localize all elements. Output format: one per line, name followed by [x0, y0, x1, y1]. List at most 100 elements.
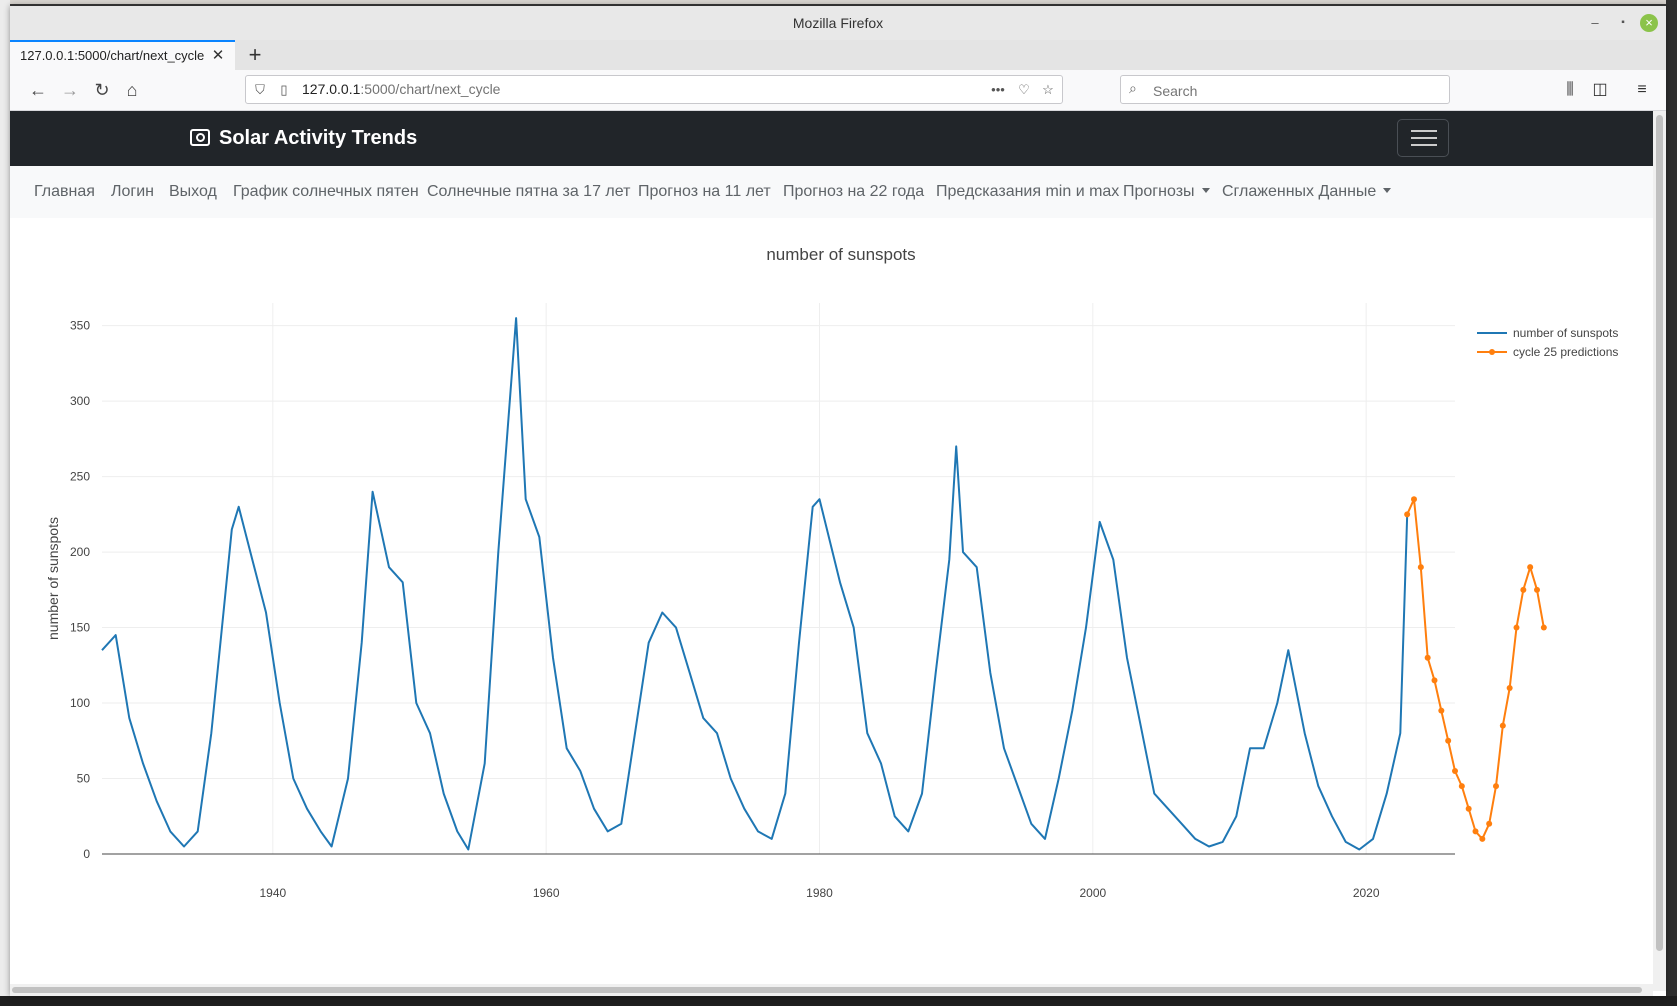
- y-axis-label: number of sunspots: [45, 517, 61, 640]
- navbar-toggler-button[interactable]: [1397, 119, 1449, 157]
- legend-label: number of sunspots: [1513, 326, 1618, 340]
- data-point: [1472, 828, 1479, 835]
- menu-item-sunspot-chart[interactable]: График солнечных пятен: [233, 183, 419, 200]
- window-title: Mozilla Firefox: [792, 15, 884, 31]
- legend-item: cycle 25 predictions: [1477, 345, 1618, 359]
- chart-legend[interactable]: number of sunspots cycle 25 predictions: [1477, 326, 1618, 359]
- data-point: [1499, 722, 1506, 729]
- menu-item-login[interactable]: Логин: [111, 183, 155, 200]
- url-bar[interactable]: ⛉ ▯ 127.0.0.1:5000/chart/next_cycle ••• …: [245, 75, 1063, 104]
- data-point: [1479, 835, 1486, 842]
- hamburger-menu-icon[interactable]: ≡: [1637, 81, 1647, 98]
- new-tab-icon[interactable]: +: [248, 42, 262, 67]
- menu-dropdown-smoothed-data-label: Сглаженных Данные: [1222, 183, 1377, 200]
- navigation-toolbar: ← → ↻ ⌂ ⛉ ▯ 127.0.0.1:5000/chart/next_cy…: [10, 70, 1666, 111]
- data-point: [1452, 767, 1458, 774]
- search-icon: ⌕: [1129, 80, 1137, 96]
- history-series: [101, 317, 1409, 851]
- browser-window: Mozilla Firefox – ▪ × 127.0.0.1:5000/cha…: [10, 6, 1666, 996]
- chart-title: number of sunspots: [766, 245, 915, 264]
- caret-down-icon: [1201, 188, 1210, 193]
- data-point: [1465, 805, 1472, 812]
- menu-dropdown-forecasts[interactable]: Прогнозы: [1123, 166, 1210, 218]
- close-window-icon[interactable]: ×: [1640, 14, 1658, 32]
- y-tick-label: 0: [83, 847, 90, 861]
- prediction-series: [1404, 496, 1547, 842]
- data-point: [1513, 624, 1520, 631]
- horizontal-scrollbar-thumb[interactable]: [12, 987, 1642, 993]
- vertical-scrollbar-thumb[interactable]: [1656, 115, 1663, 951]
- toggler-bar-icon: [1411, 144, 1437, 146]
- reload-icon[interactable]: ↻: [94, 80, 110, 100]
- legend-marker: [1489, 349, 1495, 355]
- data-point: [1486, 820, 1493, 827]
- data-point: [1534, 586, 1540, 593]
- chart-grid: [102, 303, 1455, 854]
- pocket-icon[interactable]: ♡: [1018, 82, 1030, 97]
- minimize-icon[interactable]: –: [1591, 15, 1599, 30]
- y-tick-label: 200: [70, 545, 90, 559]
- data-point: [1411, 496, 1417, 503]
- search-bar[interactable]: ⌕: [1120, 75, 1450, 104]
- y-tick-label: 250: [70, 470, 90, 484]
- library-icon[interactable]: ⫼: [1566, 81, 1574, 98]
- window-titlebar[interactable]: Mozilla Firefox – ▪ ×: [10, 6, 1666, 40]
- y-tick-label: 350: [70, 319, 90, 333]
- url-path: :5000/chart/next_cycle: [360, 81, 501, 97]
- y-tick-label: 100: [70, 696, 90, 710]
- url-text[interactable]: 127.0.0.1:5000/chart/next_cycle: [302, 76, 500, 103]
- sidebar-toggle-icon[interactable]: ◫: [1592, 81, 1608, 98]
- menu-item-17-years[interactable]: Солнечные пятна за 17 лет: [427, 183, 631, 200]
- brand-title: Solar Activity Trends: [219, 127, 418, 149]
- page-info-icon[interactable]: ▯: [280, 82, 288, 97]
- desktop-background-top: [0, 0, 1677, 4]
- menu-item-11-year-forecast[interactable]: Прогноз на 11 лет: [638, 183, 771, 200]
- url-host: 127.0.0.1: [302, 81, 361, 97]
- back-icon[interactable]: ←: [29, 80, 47, 100]
- home-icon[interactable]: ⌂: [126, 80, 138, 100]
- data-point: [1506, 684, 1513, 691]
- search-input[interactable]: [1151, 79, 1445, 103]
- data-point: [1431, 677, 1438, 684]
- series-line: [101, 317, 1409, 851]
- menu-item-logout[interactable]: Выход: [169, 183, 217, 200]
- desktop-background-left: [0, 0, 10, 1006]
- menu-item-22-year-forecast[interactable]: Прогноз на 22 года: [783, 183, 925, 200]
- data-point: [1404, 511, 1411, 518]
- site-menu: Главная Логин Выход График солнечных пят…: [10, 166, 1653, 218]
- data-point: [1438, 707, 1445, 714]
- bookmark-star-icon[interactable]: ☆: [1042, 82, 1054, 97]
- toggler-bar-icon: [1411, 137, 1437, 139]
- page-actions-icon[interactable]: •••: [991, 82, 1005, 97]
- y-tick-label: 50: [77, 772, 91, 786]
- data-point: [1424, 654, 1431, 661]
- shield-icon[interactable]: ⛉: [255, 82, 265, 97]
- data-point: [1540, 624, 1547, 631]
- x-tick-label: 1960: [533, 886, 560, 900]
- tab-title: 127.0.0.1:5000/chart/next_cycle: [20, 48, 205, 63]
- menu-dropdown-smoothed-data[interactable]: Сглаженных Данные: [1222, 166, 1392, 218]
- data-point: [1520, 586, 1527, 593]
- y-tick-label: 300: [70, 394, 90, 408]
- tab-active[interactable]: 127.0.0.1:5000/chart/next_cycle ✕: [10, 40, 235, 70]
- x-tick-label: 1980: [806, 886, 833, 900]
- menu-item-home[interactable]: Главная: [34, 183, 95, 200]
- x-tick-label: 1940: [259, 886, 286, 900]
- vertical-scrollbar[interactable]: [1653, 111, 1666, 991]
- menu-dropdown-forecasts-label: Прогнозы: [1123, 183, 1195, 200]
- data-point: [1445, 737, 1452, 744]
- legend-item: number of sunspots: [1477, 326, 1618, 340]
- site-navbar: Solar Activity Trends: [10, 111, 1653, 166]
- horizontal-scrollbar[interactable]: [10, 984, 1653, 996]
- maximize-icon[interactable]: ▪: [1621, 17, 1625, 28]
- forward-icon[interactable]: →: [61, 80, 79, 100]
- web-page: Solar Activity Trends Главная Логин Выхо…: [10, 111, 1653, 991]
- y-axis-ticks: 0 50 100 150 200 250 300 350: [70, 319, 90, 861]
- brand-link[interactable]: Solar Activity Trends: [190, 111, 417, 166]
- y-tick-label: 150: [70, 621, 90, 635]
- x-axis-ticks: 1940 1960 1980 2000 2020: [259, 886, 1379, 900]
- menu-item-min-max[interactable]: Предсказания min и max: [936, 183, 1120, 200]
- sunspot-chart[interactable]: number of sunspots 0 50 100 150 200 250 300 350…: [10, 218, 1653, 988]
- data-point: [1458, 783, 1465, 790]
- tab-close-icon[interactable]: ✕: [211, 47, 225, 64]
